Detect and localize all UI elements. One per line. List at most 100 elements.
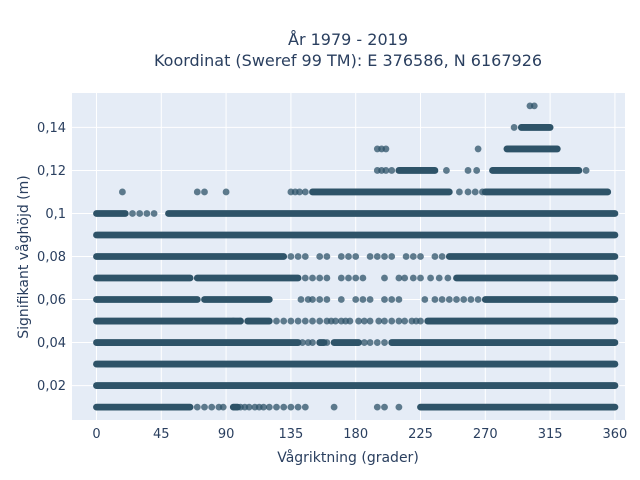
data-point	[297, 296, 305, 303]
data-point	[309, 274, 316, 282]
data-point	[373, 253, 381, 260]
data-point	[438, 253, 446, 260]
data-row	[510, 124, 554, 131]
data-point	[381, 274, 388, 282]
data-row	[119, 188, 612, 196]
data-point	[381, 403, 388, 411]
data-point	[316, 317, 324, 325]
data-point	[352, 253, 360, 260]
data-point	[352, 296, 360, 303]
y-tick-label: 0,02	[37, 379, 66, 394]
data-point	[301, 317, 309, 325]
data-point	[373, 403, 381, 411]
data-point	[301, 253, 309, 260]
data-row	[93, 317, 619, 325]
data-point	[280, 403, 288, 411]
data-point	[323, 253, 331, 260]
data-point	[337, 253, 345, 260]
x-axis-ticks: 0 45 90 135 180 225 270 315 360	[92, 427, 627, 442]
x-axis-title: Vågriktning (grader)	[277, 449, 419, 466]
data-row	[373, 145, 561, 153]
data-point	[119, 188, 126, 196]
data-point	[395, 403, 403, 411]
data-point	[388, 253, 396, 260]
data-point	[245, 403, 253, 411]
data-point	[401, 317, 409, 325]
data-row	[93, 403, 619, 411]
data-point	[294, 253, 302, 260]
data-point	[395, 274, 403, 282]
data-point	[287, 317, 295, 325]
data-row	[93, 253, 619, 260]
data-point	[582, 167, 590, 174]
data-point	[316, 296, 324, 303]
data-point	[401, 274, 409, 282]
data-point	[150, 210, 158, 217]
data-point	[421, 296, 429, 303]
data-point	[359, 274, 367, 282]
y-axis-title: Signifikant våghöjd (m)	[15, 175, 32, 338]
data-point	[381, 296, 388, 303]
y-tick-label: 0,12	[37, 164, 66, 179]
data-point	[464, 188, 472, 196]
x-tick-label: 45	[153, 427, 170, 442]
data-point	[219, 403, 227, 411]
data-point	[193, 188, 201, 196]
data-points	[93, 102, 619, 411]
data-point	[382, 145, 390, 153]
data-point	[373, 339, 381, 346]
data-point	[280, 317, 288, 325]
data-point	[473, 167, 481, 174]
x-tick-label: 360	[603, 427, 628, 442]
data-point	[431, 296, 439, 303]
x-tick-label: 180	[343, 427, 368, 442]
x-tick-label: 315	[538, 427, 563, 442]
data-point	[388, 296, 396, 303]
data-point	[323, 339, 331, 346]
data-point	[309, 296, 316, 303]
data-point	[201, 188, 208, 196]
data-point	[395, 317, 403, 325]
data-point	[395, 296, 403, 303]
data-point	[443, 167, 450, 174]
data-point	[381, 317, 388, 325]
y-tick-label: 0,1	[45, 207, 66, 222]
data-point	[294, 403, 302, 411]
chart-title-line2: Koordinat (Sweref 99 TM): E 376586, N 61…	[154, 51, 542, 70]
data-point	[193, 403, 201, 411]
x-tick-label: 0	[92, 427, 100, 442]
data-point	[208, 403, 216, 411]
data-point	[265, 403, 273, 411]
data-point	[417, 253, 424, 260]
data-point	[273, 403, 280, 411]
data-point	[464, 167, 472, 174]
data-row	[373, 167, 590, 174]
y-tick-label: 0,14	[37, 121, 66, 136]
data-point	[301, 403, 309, 411]
data-point	[301, 188, 309, 196]
data-point	[330, 403, 338, 411]
data-point	[201, 403, 208, 411]
data-point	[381, 253, 388, 260]
data-point	[360, 317, 368, 325]
data-point	[402, 253, 410, 260]
data-point	[273, 317, 280, 325]
data-point	[359, 296, 367, 303]
x-tick-label: 270	[473, 427, 498, 442]
data-point	[431, 253, 439, 260]
data-point	[323, 296, 331, 303]
x-tick-label: 135	[278, 427, 303, 442]
data-row	[526, 102, 538, 110]
data-point	[337, 274, 345, 282]
x-tick-label: 225	[408, 427, 433, 442]
data-point	[445, 296, 453, 303]
data-point	[530, 102, 538, 110]
data-point	[346, 317, 354, 325]
data-point	[316, 253, 324, 260]
y-tick-label: 0,08	[37, 250, 66, 265]
data-point	[222, 188, 230, 196]
data-point	[409, 253, 417, 260]
data-point	[388, 167, 396, 174]
data-point	[381, 339, 388, 346]
